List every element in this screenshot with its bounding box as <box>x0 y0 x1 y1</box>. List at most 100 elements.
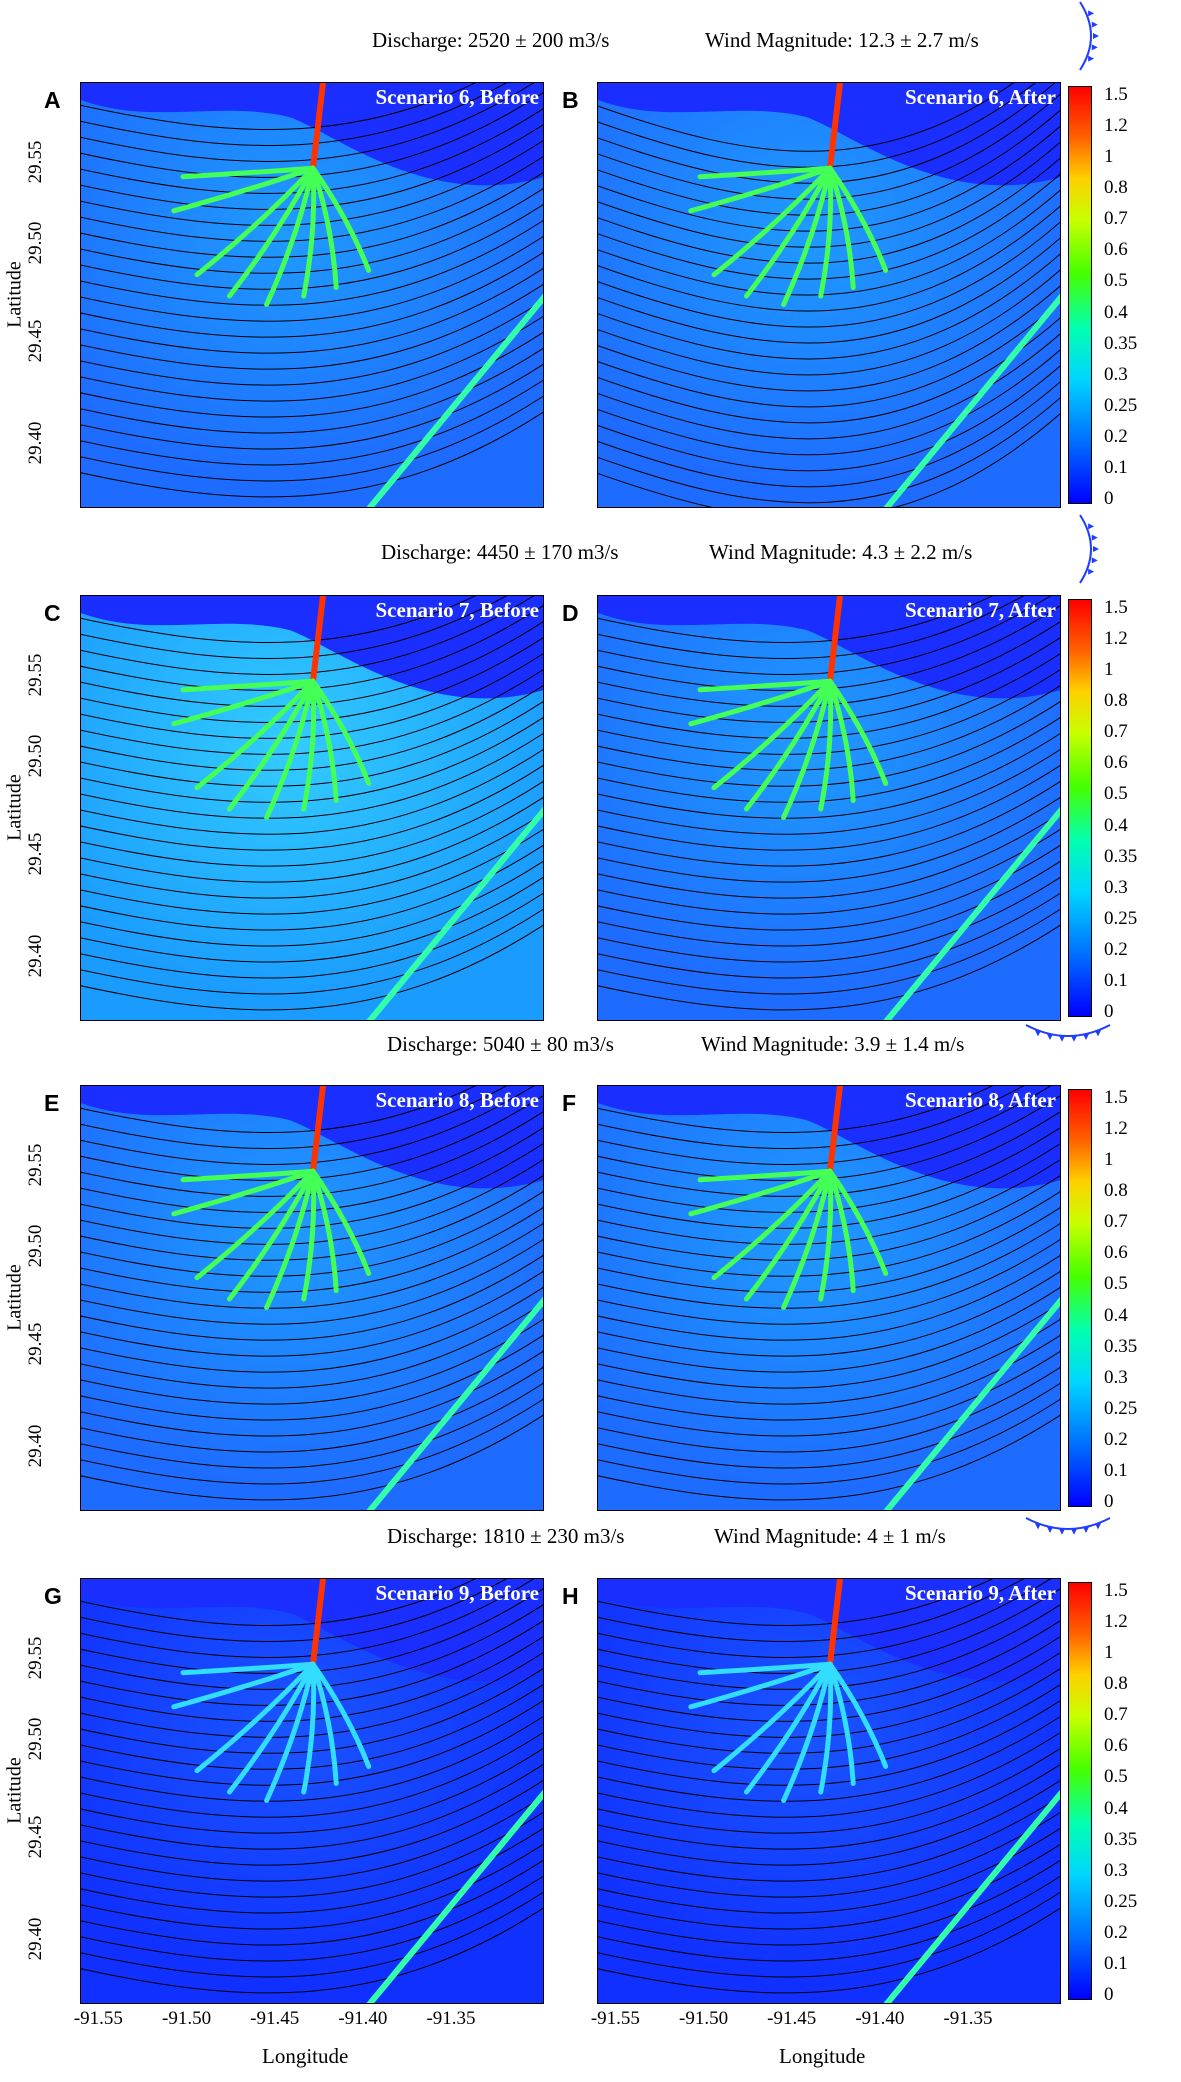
map-panel-f: Scenario 8, After <box>597 1085 1061 1511</box>
streamlines <box>81 1579 543 1994</box>
colorbar-tick-label: 1.5 <box>1104 84 1128 105</box>
map-panel-a: Scenario 6, Before <box>80 82 544 508</box>
colorbar-tick-label: 0.4 <box>1104 1304 1128 1326</box>
colorbar-tick-label: 1.2 <box>1104 115 1128 137</box>
colorbar-tick-label: 1.5 <box>1104 597 1128 618</box>
y-tick-label: 29.55 <box>25 653 46 697</box>
map-title: Scenario 9, Before <box>375 1581 540 1605</box>
streamlines <box>598 1579 1060 1994</box>
map-panel-g: Scenario 9, Before <box>80 1578 544 2004</box>
colorbar-tick-label: 1 <box>1104 1642 1114 1664</box>
colorbar <box>1068 1582 1092 2000</box>
colorbar-tick-label: 0.4 <box>1104 1797 1128 1819</box>
colorbar-tick-label: 0.6 <box>1104 1735 1128 1757</box>
row-header-4: Discharge: 1810 ± 230 m3/s Wind Magnitude… <box>0 1524 1181 1564</box>
map-panel-e: Scenario 8, Before <box>80 1085 544 1511</box>
colorbar-tick-label: 0.4 <box>1104 301 1128 323</box>
x-tick-label: -91.50 <box>679 2008 729 2029</box>
panel-letter-d: D <box>562 600 579 626</box>
y-axis-label: Latitude <box>3 1264 26 1331</box>
colorbar-tick-label: 1.5 <box>1104 1580 1128 1601</box>
colorbar <box>1068 1089 1092 1507</box>
y-tick-label: 29.50 <box>25 734 46 778</box>
colorbar-tick-label: 0.3 <box>1104 363 1128 385</box>
colorbar-tick-label: 0 <box>1104 1984 1114 2005</box>
land-region <box>81 1086 543 1189</box>
map-title: Scenario 6, Before <box>375 85 540 109</box>
colorbar-tick-label: 0 <box>1104 1491 1114 1512</box>
map-canvas <box>81 83 543 507</box>
y-tick-label: 29.40 <box>25 1917 46 1961</box>
colorbar-tick-label: 0.25 <box>1104 1890 1138 1912</box>
map-canvas <box>81 1086 543 1510</box>
map-canvas <box>598 596 1060 1020</box>
map-canvas <box>81 596 543 1020</box>
colorbar-tick-label: 0.8 <box>1104 690 1128 712</box>
map-title: Scenario 8, Before <box>375 1088 540 1112</box>
land-region <box>81 1579 543 1682</box>
colorbar <box>1068 599 1092 1017</box>
colorbar-tick-label: 0.5 <box>1104 783 1128 805</box>
colorbar-tick-label: 0.7 <box>1104 1704 1128 1726</box>
y-tick-label: 29.50 <box>25 1717 46 1761</box>
colorbar-tick-label: 0 <box>1104 488 1114 509</box>
colorbar-tick-label: 1 <box>1104 146 1114 168</box>
y-axis-label: Latitude <box>3 261 26 328</box>
map-title: Scenario 9, After <box>904 1581 1056 1605</box>
colorbar-tick-label: 0.3 <box>1104 1859 1128 1881</box>
map-title: Scenario 7, After <box>904 598 1056 622</box>
y-tick-label: 29.50 <box>25 221 46 265</box>
colorbar-tick-label: 0.4 <box>1104 814 1128 836</box>
wind-magnitude-label: Wind Magnitude: 4 ± 1 m/s <box>714 1524 946 1548</box>
cold-front-horizontal-icon <box>1025 1517 1111 1535</box>
map-canvas <box>81 1579 543 2003</box>
wind-magnitude-label: Wind Magnitude: 3.9 ± 1.4 m/s <box>701 1032 965 1056</box>
y-tick-label: 29.55 <box>25 1143 46 1187</box>
colorbar-tick-label: 0.5 <box>1104 1273 1128 1295</box>
panel-letter-h: H <box>562 1583 579 1609</box>
colorbar-tick-label: 0.1 <box>1104 1952 1128 1974</box>
land-region <box>598 1086 1060 1189</box>
cold-front-horizontal-icon <box>1025 1024 1111 1042</box>
delta-channels <box>171 596 543 1020</box>
panel-letter-a: A <box>44 87 61 113</box>
colorbar-tick-label: 0.25 <box>1104 1397 1138 1419</box>
map-canvas <box>598 83 1060 507</box>
map-panel-h: Scenario 9, After <box>597 1578 1061 2004</box>
delta-channels <box>171 83 543 507</box>
colorbar-tick-label: 0 <box>1104 1001 1114 1022</box>
panel-letter-e: E <box>44 1090 60 1116</box>
colorbar-tick-label: 0.6 <box>1104 752 1128 774</box>
colorbar-tick-label: 1.2 <box>1104 1611 1128 1633</box>
panel-letter-c: C <box>44 600 61 626</box>
y-tick-label: 29.40 <box>25 934 46 978</box>
x-tick-label: -91.45 <box>767 2008 817 2029</box>
delta-channels <box>171 1086 543 1510</box>
discharge-label: Discharge: 4450 ± 170 m3/s <box>381 540 619 564</box>
y-tick-label: 29.40 <box>25 421 46 465</box>
colorbar-tick-label: 0.35 <box>1104 845 1138 867</box>
map-panel-c: Scenario 7, Before <box>80 595 544 1021</box>
x-tick-label: -91.40 <box>338 2008 388 2029</box>
wind-magnitude-label: Wind Magnitude: 12.3 ± 2.7 m/s <box>705 28 979 52</box>
row-header-1: Discharge: 2520 ± 200 m3/s Wind Magnitude… <box>0 28 1181 68</box>
y-axis-label: Latitude <box>3 1757 26 1824</box>
colorbar-tick-label: 0.1 <box>1104 969 1128 991</box>
x-axis-label: Longitude <box>779 2044 866 2068</box>
y-tick-label: 29.50 <box>25 1224 46 1268</box>
colorbar-tick-label: 0.25 <box>1104 907 1138 929</box>
y-tick-label: 29.40 <box>25 1424 46 1468</box>
map-title: Scenario 6, After <box>904 85 1056 109</box>
panel-letter-f: F <box>562 1090 577 1116</box>
x-tick-label: -91.50 <box>162 2008 212 2029</box>
delta-channels <box>688 1579 1060 2003</box>
colorbar-tick-label: 0.2 <box>1104 1428 1128 1450</box>
colorbar-tick-label: 0.3 <box>1104 876 1128 898</box>
x-tick-label: -91.40 <box>855 2008 905 2029</box>
y-tick-label: 29.45 <box>25 1322 46 1366</box>
delta-channels <box>688 596 1060 1020</box>
colorbar-tick-label: 0.8 <box>1104 1673 1128 1695</box>
colorbar-tick-label: 0.7 <box>1104 721 1128 743</box>
colorbar-tick-label: 0.6 <box>1104 1242 1128 1264</box>
colorbar-tick-label: 0.7 <box>1104 1211 1128 1233</box>
